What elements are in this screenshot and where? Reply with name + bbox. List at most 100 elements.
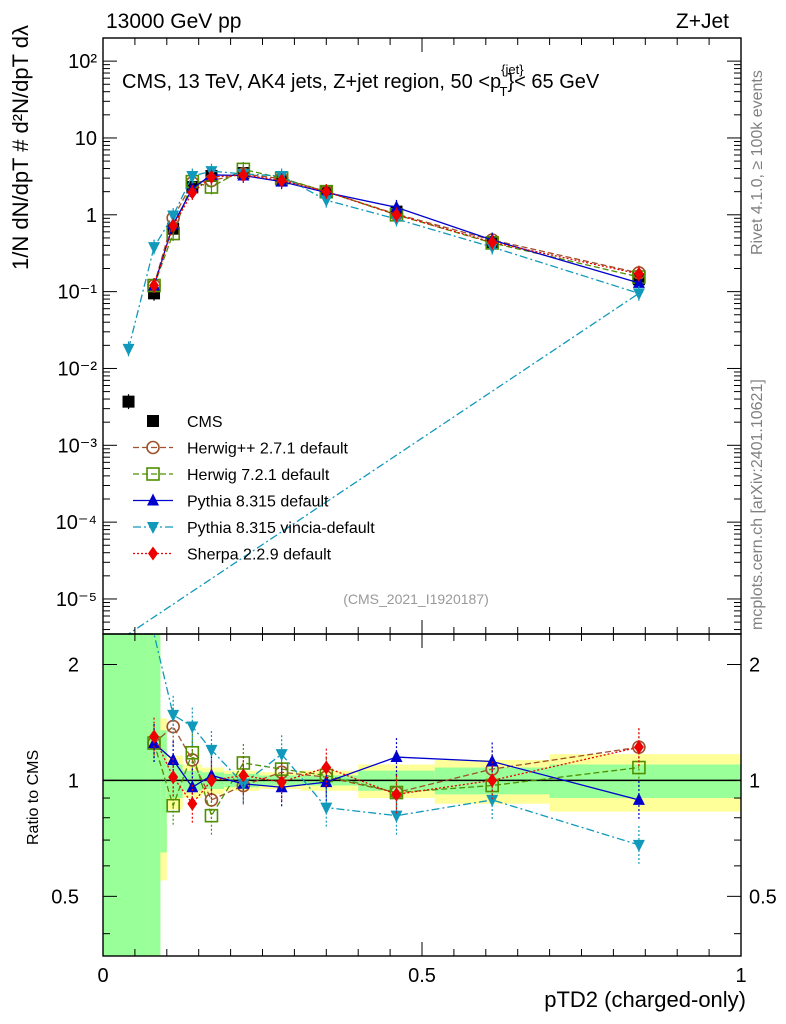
main-plot [122, 161, 646, 635]
analysis-id: (CMS_2021_I1920187) [343, 591, 489, 607]
point-cms [122, 395, 135, 408]
legend-label-herwig7: Herwig 7.2.1 default [187, 467, 330, 484]
y-tick-label: 10⁻² [58, 358, 98, 380]
legend-marker-herwigpp [146, 440, 160, 455]
ratio-point-sherpa [391, 787, 402, 802]
ratio-point-vincia [632, 839, 645, 852]
ratio-point-sherpa [206, 773, 217, 788]
axes: 0 0.5 1 10⁻⁵ 10⁻⁴ 10⁻³ 10⁻² 10⁻¹ 1 10 10² 0.5 0.5 1 1 2… [51, 37, 777, 987]
point-sherpa [276, 173, 287, 188]
ratio-point-vincia [390, 810, 403, 823]
header-right: Z+Jet [676, 10, 729, 33]
series-line-pythia [153, 174, 640, 286]
main-frame [102, 37, 742, 635]
point-sherpa [168, 218, 179, 233]
upper-y-axis-label: 1/N dN/dpT # d²N/dpT dλ [8, 25, 33, 270]
ratio-point-vincia [186, 721, 199, 734]
header-left: 13000 GeV pp [106, 10, 241, 33]
ratio-point-sherpa [276, 775, 287, 790]
ratio-line-pythia [153, 742, 640, 801]
legend-marker-herwig7 [146, 467, 160, 481]
point-sherpa [149, 278, 160, 293]
legend-marker-pythia [147, 493, 159, 506]
point-vincia [167, 210, 180, 223]
point-sherpa [391, 207, 402, 222]
y-tick-label: 10 [75, 128, 97, 150]
ratio-y-tick-label-right: 2 [749, 654, 760, 676]
ratio-point-sherpa [149, 729, 160, 744]
point-vincia [320, 195, 333, 208]
legend-label-sherpa: Sherpa 2.2.9 default [187, 547, 332, 564]
ratio-y-tick-label: 2 [68, 654, 79, 676]
ratio-point-herwig7 [185, 745, 200, 760]
x-tick-label: 0 [97, 965, 108, 987]
y-tick-label: 10⁻⁵ [56, 589, 97, 611]
mcplots-label: mcplots.cern.ch [arXiv:2401.10621] [749, 379, 766, 630]
plot-title-end: }< 65 GeV [508, 71, 600, 93]
band-inner [103, 634, 149, 956]
point-sherpa [321, 184, 332, 199]
legend-label-vincia: Pythia 8.315 vincia-default [187, 520, 375, 537]
legend-marker-sherpa [148, 546, 158, 561]
ratio-point-vincia [320, 802, 333, 815]
series-line-herwig7 [153, 168, 640, 286]
ratio-point-vincia [205, 744, 218, 757]
y-tick-label: 10⁻¹ [58, 282, 98, 304]
point-sherpa [238, 167, 249, 182]
legend-label-herwigpp: Herwig++ 2.7.1 default [187, 441, 349, 458]
point-vincia [186, 170, 199, 183]
plot-title-sub: T [500, 84, 508, 99]
point-sherpa [206, 170, 217, 185]
y-tick-label: 10² [68, 51, 97, 73]
ratio-point-vincia [486, 794, 499, 807]
ratio-point-pythia [390, 750, 403, 763]
ratio-point-sherpa [633, 740, 644, 755]
plot-title: CMS, 13 TeV, AK4 jets, Z+jet region, 50 … [122, 62, 600, 99]
plot-title-main: CMS, 13 TeV, AK4 jets, Z+jet region, 50 … [122, 71, 501, 93]
y-tick-label: 1 [86, 205, 97, 227]
ratio-line-vincia [128, 633, 640, 846]
legend: CMS Herwig++ 2.7.1 default Herwig 7.2.1 de… [133, 414, 375, 564]
ratio-point-herwigpp [166, 719, 180, 734]
x-tick-label: 1 [735, 965, 746, 987]
ratio-y-tick-label: 0.5 [51, 886, 79, 908]
ratio-y-tick-label-right: 1 [749, 770, 760, 792]
ratio-plot [128, 633, 646, 864]
x-tick-label: 0.5 [408, 965, 436, 987]
ratio-point-sherpa [187, 796, 198, 811]
ratio-point-vincia [167, 709, 180, 722]
point-sherpa [187, 185, 198, 200]
plot-title-sup: {jet} [501, 62, 524, 77]
point-vincia [148, 242, 161, 255]
ratio-point-pythia [486, 754, 499, 767]
y-tick-label: 10⁻⁴ [56, 512, 97, 534]
ratio-point-herwig7 [166, 798, 180, 813]
band-inner [148, 634, 161, 956]
lower-y-axis-label: Ratio to CMS [25, 750, 42, 845]
ratio-point-sherpa [168, 770, 179, 785]
point-vincia [632, 288, 645, 301]
band-inner [160, 730, 167, 853]
series-line-herwigpp [153, 173, 640, 286]
ratio-point-herwig7 [204, 808, 219, 823]
point-sherpa [633, 266, 644, 281]
ratio-line-sherpa [153, 736, 640, 805]
series-line-sherpa [153, 174, 640, 286]
ratio-point-sherpa [238, 768, 249, 783]
ratio-line-herwigpp [153, 725, 640, 801]
ratio-point-vincia [275, 749, 288, 762]
point-vincia [122, 343, 135, 356]
ratio-y-tick-label-right: 0.5 [749, 886, 777, 908]
y-tick-label: 10⁻³ [58, 435, 98, 457]
legend-marker-cms [147, 415, 159, 427]
legend-label-pythia: Pythia 8.315 default [187, 494, 329, 511]
legend-label-cms: CMS [187, 414, 223, 431]
x-axis-label: pTD2 (charged-only) [544, 987, 746, 1012]
ratio-point-pythia [632, 792, 645, 805]
ratio-point-sherpa [487, 773, 498, 788]
point-sherpa [487, 235, 498, 250]
legend-marker-vincia [147, 522, 159, 534]
series-line-vincia [127, 170, 641, 635]
point-pythia [390, 200, 403, 213]
rivet-label: Rivet 4.1.0, ≥ 100k events [749, 70, 766, 255]
